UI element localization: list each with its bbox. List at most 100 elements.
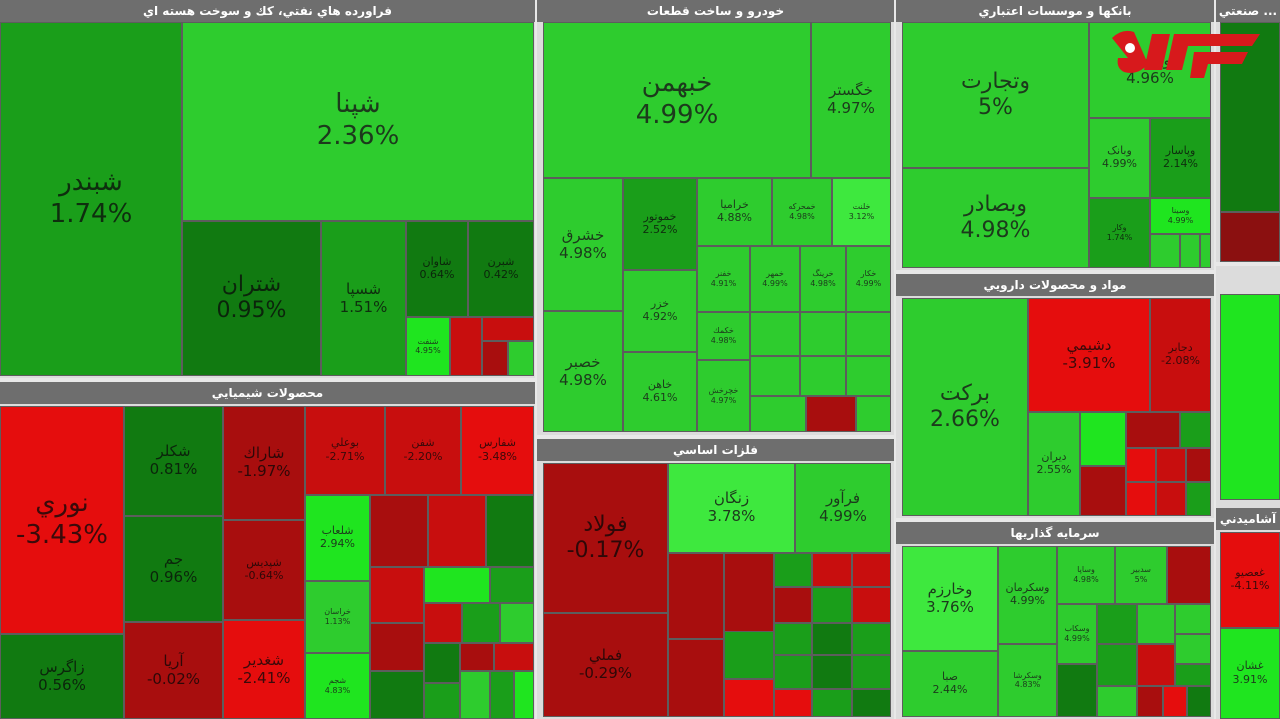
tile[interactable]	[370, 671, 424, 719]
tile-ghosaiv[interactable]: غعصيو -4.11%	[1220, 532, 1280, 628]
tile[interactable]	[490, 671, 514, 719]
tile[interactable]	[1126, 482, 1156, 516]
tile-zangan[interactable]: زنگان 3.78%	[668, 463, 795, 553]
tile[interactable]	[812, 587, 852, 623]
tile-khbahman[interactable]: خبهمن 4.99%	[543, 22, 811, 178]
tile-shajam[interactable]: شجم 4.83%	[305, 653, 370, 719]
tile-khazar[interactable]: خزر 4.92%	[623, 270, 697, 352]
tile-khcharkhesh[interactable]: خچرخش 4.97%	[697, 360, 750, 432]
tile[interactable]	[486, 495, 534, 567]
tile-fameli[interactable]: فملي -0.29%	[543, 613, 668, 717]
tile[interactable]	[750, 396, 806, 432]
tile-booali[interactable]: بوعلي -2.71%	[305, 406, 385, 495]
tile-vskarsha[interactable]: وسکرشا 4.83%	[998, 644, 1057, 717]
tile-khmotor[interactable]: خموتور 2.52%	[623, 178, 697, 270]
tile-vbank[interactable]: وبانک 4.99%	[1089, 118, 1150, 198]
tile[interactable]	[774, 655, 812, 689]
tile[interactable]	[508, 341, 534, 376]
tile-shekalor[interactable]: شكلر 0.81%	[124, 406, 223, 516]
tile[interactable]	[370, 623, 424, 671]
tile-saba[interactable]: صبا 2.44%	[902, 651, 998, 717]
tile[interactable]	[500, 603, 534, 643]
tile[interactable]	[1137, 644, 1175, 686]
tile[interactable]	[1186, 482, 1211, 516]
tile[interactable]	[1156, 448, 1186, 482]
tile[interactable]	[1097, 644, 1137, 686]
tile-foolad[interactable]: فولاد -0.17%	[543, 463, 668, 613]
tile-aria[interactable]: آريا -0.02%	[124, 622, 223, 719]
tile-vpasar[interactable]: وپاسار 2.14%	[1150, 118, 1211, 198]
tile[interactable]	[812, 623, 852, 655]
tile-shepdis[interactable]: شپديس -0.64%	[223, 520, 305, 620]
tile-shebandar[interactable]: شبندر 1.74%	[0, 22, 182, 376]
tile[interactable]	[1080, 466, 1126, 516]
tile[interactable]	[724, 679, 774, 717]
tile[interactable]	[668, 639, 724, 717]
tile-sadbir[interactable]: سدبير 5%	[1115, 546, 1167, 604]
tile[interactable]	[428, 495, 486, 567]
tile[interactable]	[462, 603, 500, 643]
tile[interactable]	[424, 567, 490, 603]
tile-vsina[interactable]: وسينا 4.99%	[1150, 198, 1211, 234]
tile-khorasan[interactable]: خراسان 1.13%	[305, 581, 370, 653]
tile[interactable]	[1180, 412, 1211, 448]
tile-vskarman[interactable]: وسكرمان 4.99%	[998, 546, 1057, 644]
tile-khmoharekeh[interactable]: خمحركه 4.98%	[772, 178, 832, 246]
tile[interactable]	[852, 623, 891, 655]
tile-khring[interactable]: خرينگ 4.98%	[800, 246, 846, 312]
tile-shavan[interactable]: شاوان 0.64%	[406, 221, 468, 317]
tile-diran[interactable]: ديران 2.55%	[1028, 412, 1080, 516]
tile[interactable]	[1156, 482, 1186, 516]
tile-zagros[interactable]: زاگرس 0.56%	[0, 634, 124, 719]
tile[interactable]	[1187, 686, 1211, 717]
tile[interactable]	[812, 689, 852, 717]
tile[interactable]	[668, 553, 724, 639]
tile[interactable]	[1163, 686, 1187, 717]
tile-khahan[interactable]: خاهن 4.61%	[623, 352, 697, 432]
tile-vbsader[interactable]: وبصادر 4.98%	[902, 168, 1089, 268]
tile[interactable]	[1097, 604, 1137, 644]
tile[interactable]	[1137, 686, 1163, 717]
tile-noori[interactable]: نوري -3.43%	[0, 406, 124, 634]
tile-ghshan[interactable]: غشان 3.91%	[1220, 628, 1280, 719]
tile-khgostar[interactable]: خگستر 4.97%	[811, 22, 891, 178]
tile[interactable]	[774, 587, 812, 623]
tile[interactable]	[482, 341, 508, 376]
tile-shenaft[interactable]: شنفت 4.95%	[406, 317, 450, 376]
tile[interactable]	[724, 631, 774, 679]
tile[interactable]	[424, 683, 460, 719]
tile[interactable]	[424, 643, 460, 683]
tile-dshimi[interactable]: دشيمي -3.91%	[1028, 298, 1150, 412]
tile-shepna[interactable]: شپنا 2.36%	[182, 22, 534, 221]
tile[interactable]	[800, 312, 846, 356]
tile[interactable]	[460, 671, 490, 719]
tile[interactable]	[514, 671, 534, 719]
tile[interactable]	[1167, 546, 1211, 604]
tile[interactable]	[846, 356, 891, 396]
tile[interactable]	[482, 317, 534, 341]
tile-shghadir[interactable]: شغدير -2.41%	[223, 620, 305, 719]
tile[interactable]	[1200, 234, 1211, 268]
tile[interactable]	[846, 312, 891, 356]
tile[interactable]	[774, 623, 812, 655]
tile-shefan[interactable]: شفن -2.20%	[385, 406, 461, 495]
tile-khkomak[interactable]: خكمك 4.98%	[697, 312, 750, 360]
tile[interactable]	[812, 553, 852, 587]
tile[interactable]	[852, 655, 891, 689]
tile-sholab[interactable]: شلعاب 2.94%	[305, 495, 370, 581]
tile[interactable]	[1126, 412, 1180, 448]
tile[interactable]	[806, 396, 856, 432]
tile[interactable]	[800, 356, 846, 396]
tile[interactable]	[450, 317, 482, 376]
tile-shefars[interactable]: شفارس -3.48%	[461, 406, 534, 495]
tile[interactable]	[856, 396, 891, 432]
tile[interactable]	[724, 553, 774, 639]
tile-sharak[interactable]: شاراك -1.97%	[223, 406, 305, 520]
tile-vtejarat[interactable]: وتجارت 5%	[902, 22, 1089, 168]
tile[interactable]	[490, 567, 534, 603]
tile[interactable]	[494, 643, 534, 671]
tile[interactable]	[1220, 294, 1280, 500]
tile-khshargh[interactable]: خشرق 4.98%	[543, 178, 623, 311]
tile[interactable]	[1057, 664, 1097, 717]
tile-khsabr[interactable]: خصبر 4.98%	[543, 311, 623, 432]
